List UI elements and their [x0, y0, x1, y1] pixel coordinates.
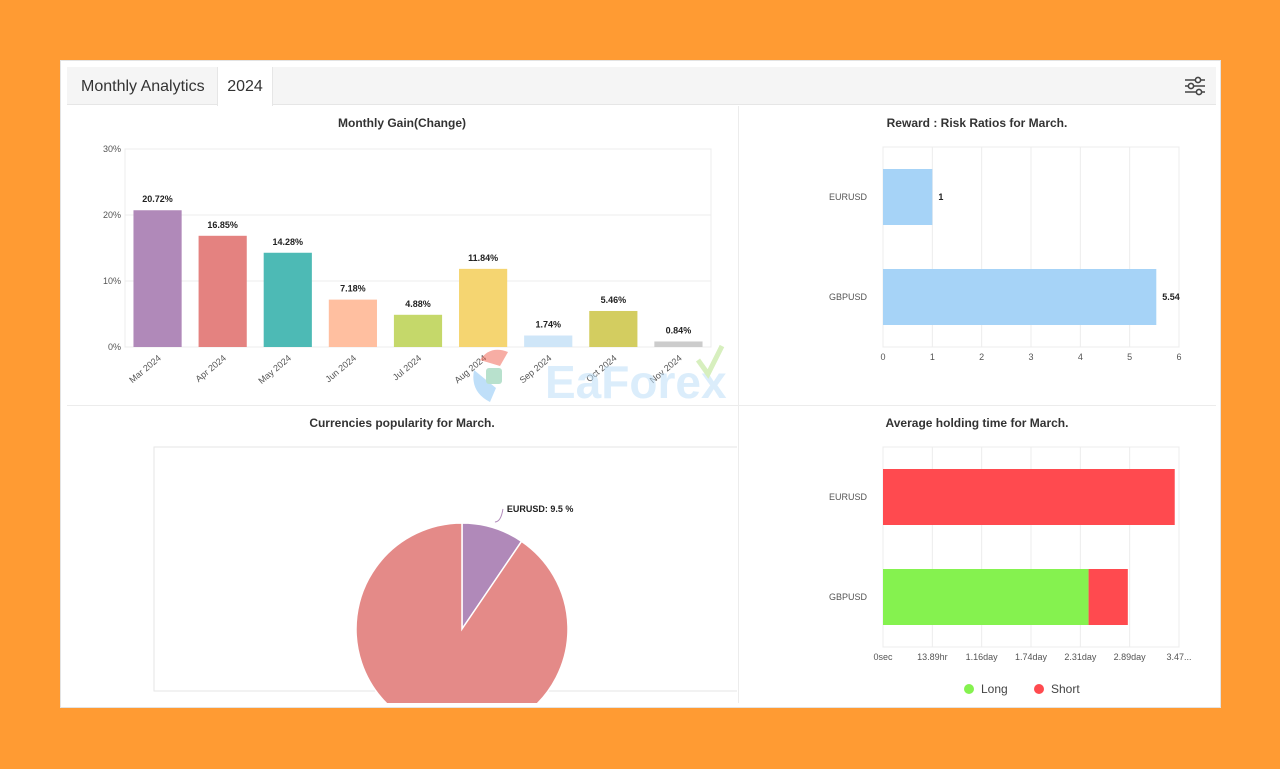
bar-value-label: 4.88% — [405, 299, 431, 309]
x-tick-label: 1.16day — [966, 652, 999, 662]
bar — [589, 310, 638, 347]
panel-divider-horizontal — [67, 405, 1216, 406]
x-tick-label: 0 — [880, 352, 885, 362]
x-tick-label: Jul 2024 — [391, 353, 423, 383]
x-tick-label: Aug 2024 — [452, 353, 488, 385]
tab-year-2024[interactable]: 2024 — [217, 67, 273, 106]
bar — [654, 341, 703, 347]
x-tick-label: 2.31day — [1064, 652, 1097, 662]
x-tick-label: 5 — [1127, 352, 1132, 362]
bar — [263, 252, 312, 347]
x-tick-label: 1.74day — [1015, 652, 1048, 662]
bar-segment — [1088, 569, 1128, 625]
bar-value-label: 16.85% — [207, 220, 238, 230]
legend-marker — [964, 684, 974, 694]
x-tick-label: 13.89hr — [917, 652, 948, 662]
bar — [198, 235, 247, 347]
y-tick-label: 0% — [108, 342, 121, 352]
legend-marker — [1034, 684, 1044, 694]
x-tick-label: 3.47... — [1166, 652, 1191, 662]
currency-popularity-chart: Currencies popularity for March. EURUSD:… — [153, 416, 737, 703]
bar-value-label: 0.84% — [666, 325, 692, 335]
sliders-icon — [1185, 76, 1205, 96]
tab-monthly-analytics[interactable]: Monthly Analytics — [81, 78, 205, 95]
y-tick-label: 20% — [103, 210, 121, 220]
bar-value-label: 14.28% — [273, 237, 304, 247]
legend-label: Short — [1051, 682, 1080, 696]
bar — [524, 335, 573, 347]
tab-bar: Monthly Analytics 2024 — [67, 67, 1216, 106]
holding-time-title: Average holding time for March. — [886, 416, 1069, 430]
bar-value-label: 20.72% — [142, 194, 173, 204]
x-tick-label: Nov 2024 — [648, 353, 684, 385]
currency-popularity-title: Currencies popularity for March. — [309, 416, 494, 430]
y-tick-label: 30% — [103, 144, 121, 154]
x-tick-label: Jun 2024 — [323, 353, 358, 384]
monthly-gain-chart: Monthly Gain(Change) 0% 10% 20% 30% 20.72% Ma… — [103, 116, 712, 386]
x-tick-label: 6 — [1176, 352, 1181, 362]
bar-value-label: 7.18% — [340, 284, 366, 294]
x-tick-label: 1 — [930, 352, 935, 362]
holding-time-chart: Average holding time for March. 0sec 13.8… — [829, 416, 1192, 696]
category-label: GBPUSD — [829, 292, 868, 302]
bar-value-label: 5.46% — [601, 295, 627, 305]
x-tick-label: Mar 2024 — [127, 353, 163, 385]
reward-risk-title: Reward : Risk Ratios for March. — [887, 116, 1068, 130]
bar-value-label: 11.84% — [468, 253, 498, 263]
x-tick-label: Sep 2024 — [518, 353, 554, 385]
y-tick-label: 10% — [103, 276, 121, 286]
x-tick-label: 0sec — [873, 652, 893, 662]
bar — [393, 314, 443, 347]
pie-label-connector — [494, 508, 504, 523]
reward-risk-chart: Reward : Risk Ratios for March. 0 1 2 3 4 5 6 E… — [829, 116, 1182, 362]
x-tick-label: Apr 2024 — [194, 353, 228, 384]
bar-segment — [883, 569, 1089, 625]
bar — [328, 299, 377, 347]
x-tick-label: 4 — [1078, 352, 1083, 362]
category-label: EURUSD — [829, 492, 868, 502]
bar — [883, 269, 1157, 325]
category-label: EURUSD — [829, 192, 868, 202]
bar-value-label: 1 — [938, 192, 943, 202]
x-tick-label: Oct 2024 — [584, 353, 618, 384]
x-tick-label: May 2024 — [256, 353, 293, 386]
bar — [459, 268, 508, 347]
filter-settings-button[interactable] — [1182, 73, 1208, 99]
panel-divider-vertical — [738, 106, 739, 703]
pie-slice-label: EURUSD: 9.5 % — [507, 504, 574, 514]
x-tick-label: 2.89day — [1114, 652, 1147, 662]
category-label: GBPUSD — [829, 592, 868, 602]
analytics-card: Monthly Analytics 2024 Monthly Gain(Chan… — [60, 60, 1221, 708]
pie-slice — [355, 522, 569, 703]
x-tick-label: 3 — [1028, 352, 1033, 362]
legend-label: Long — [981, 682, 1008, 696]
bar — [133, 210, 182, 347]
bar-value-label: 1.74% — [535, 320, 561, 330]
monthly-gain-title: Monthly Gain(Change) — [338, 116, 466, 130]
bar-value-label: 5.54 — [1162, 292, 1180, 302]
x-tick-label: 2 — [979, 352, 984, 362]
bar — [883, 169, 933, 225]
bar-segment — [883, 469, 1175, 525]
